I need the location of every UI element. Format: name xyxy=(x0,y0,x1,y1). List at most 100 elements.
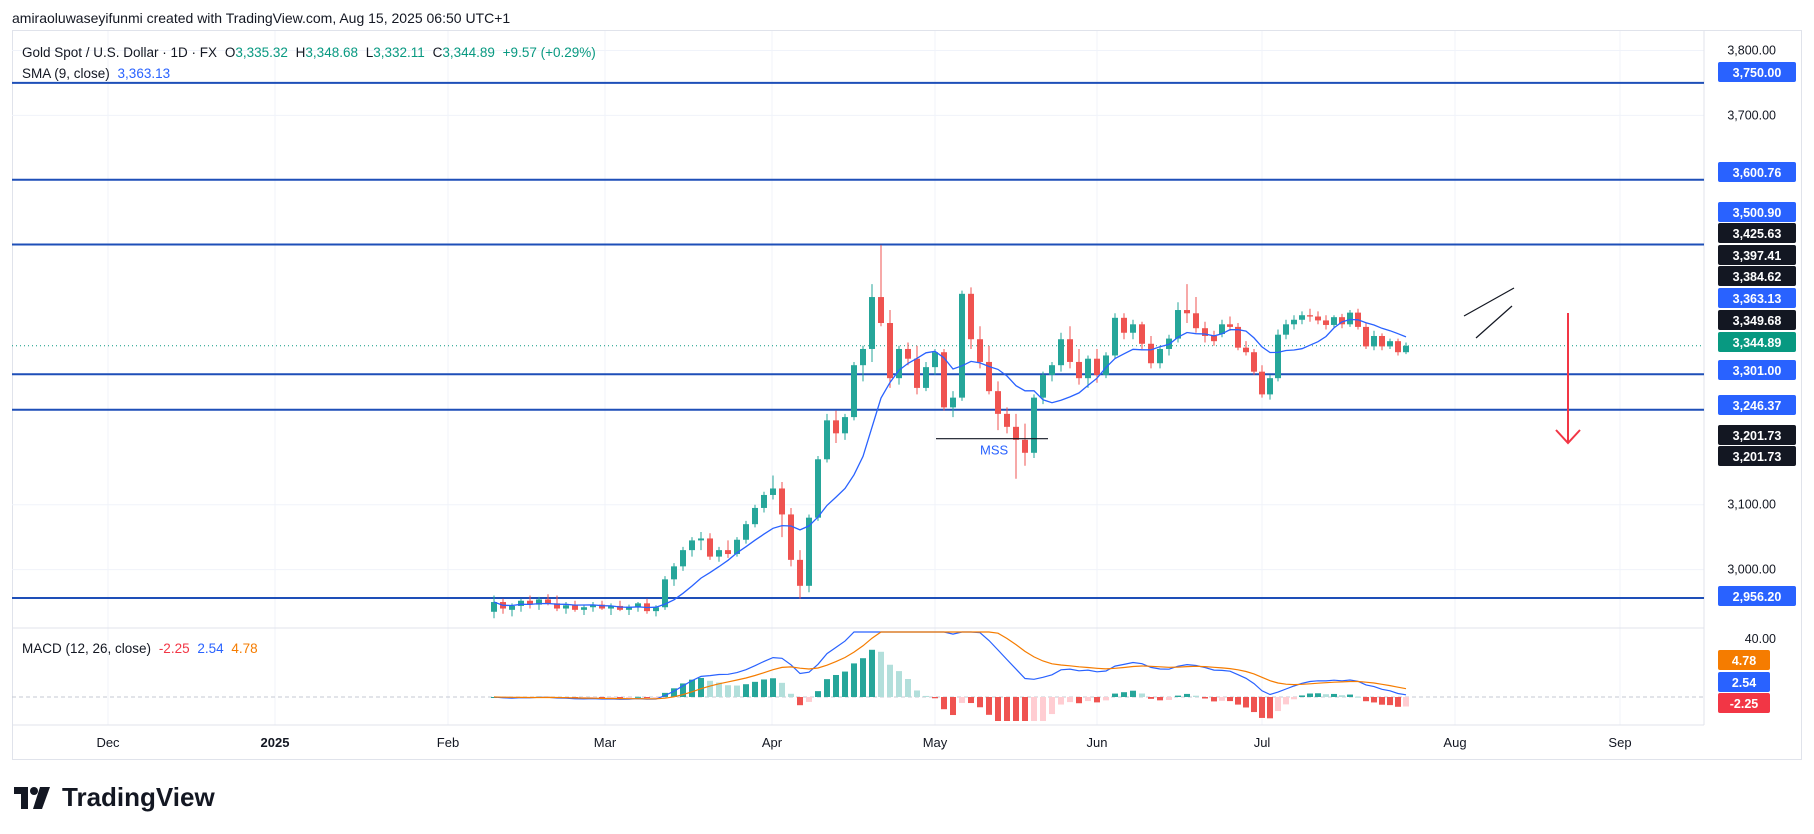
candle-body xyxy=(635,603,641,607)
candle-body xyxy=(1211,335,1217,342)
price-tag-bg xyxy=(1718,586,1796,606)
time-tick-label: Aug xyxy=(1443,735,1466,750)
macd-histogram-bar xyxy=(779,682,785,697)
macd-histogram-bar xyxy=(1243,697,1249,708)
candle-body xyxy=(698,538,704,541)
macd-signal-line xyxy=(493,631,1407,700)
candle-body xyxy=(797,559,803,586)
forecast-arrow-head xyxy=(1555,429,1581,445)
price-tag-bg xyxy=(1718,288,1796,308)
macd-histogram-bar xyxy=(1259,697,1265,718)
chart-credit: amiraoluwaseyifunmi created with Trading… xyxy=(12,10,511,26)
macd-histogram-bar xyxy=(1202,697,1208,699)
macd-histogram-bar xyxy=(1283,697,1289,705)
tradingview-logo[interactable]: TradingView xyxy=(14,782,215,813)
time-tick-label: Jun xyxy=(1087,735,1108,750)
candle-body xyxy=(671,566,677,580)
macd-histogram-bar xyxy=(1403,697,1409,707)
price-tag-label: 2,956.20 xyxy=(1733,590,1782,604)
candle-body xyxy=(932,352,938,368)
macd-histogram-bar xyxy=(1004,697,1010,721)
macd-tick-label: 40.00 xyxy=(1745,632,1776,646)
price-tag-label: 3,301.00 xyxy=(1733,364,1782,378)
high-label: H xyxy=(295,45,306,60)
candle-body xyxy=(869,297,875,349)
macd-histogram-bar xyxy=(653,697,659,698)
candle-body xyxy=(599,604,605,609)
candle-body xyxy=(842,417,848,434)
candle-body xyxy=(1157,348,1163,364)
time-tick-label: Feb xyxy=(437,735,459,750)
macd-histogram-bar xyxy=(797,697,803,706)
macd-histogram-bar xyxy=(905,679,911,697)
macd-histogram-bar xyxy=(671,688,677,697)
candle-body xyxy=(716,550,722,557)
time-tick-label: Sep xyxy=(1608,735,1631,750)
candle-body xyxy=(689,540,695,551)
time-tick-label: Dec xyxy=(96,735,120,750)
candle-body xyxy=(824,420,830,460)
candle-body xyxy=(941,352,947,408)
sma-value: 3,363.13 xyxy=(117,66,171,81)
macd-histogram-bar xyxy=(599,697,605,698)
tradingview-wordmark: TradingView xyxy=(62,782,215,812)
macd-histogram-bar xyxy=(1040,697,1046,721)
macd-histogram-bar xyxy=(1076,697,1082,704)
candle-body xyxy=(806,517,812,586)
price-tag-bg xyxy=(1718,332,1796,352)
macd-histogram-bar xyxy=(860,658,866,697)
macd-histogram-bar xyxy=(770,678,776,697)
candle-body xyxy=(1130,324,1136,333)
macd-histogram-bar xyxy=(1112,693,1118,697)
candle-body xyxy=(617,605,623,610)
candle-body xyxy=(1022,439,1028,453)
candle-body xyxy=(1339,317,1345,325)
macd-histogram-bar xyxy=(1275,697,1281,712)
time-tick-label: Jul xyxy=(1254,735,1271,750)
macd-histogram-bar xyxy=(617,697,623,698)
candle-body xyxy=(770,488,776,495)
open-label: O xyxy=(224,45,236,60)
price-tag-label: 3,344.89 xyxy=(1733,336,1782,350)
time-tick-label: Apr xyxy=(762,735,783,750)
candle-body xyxy=(986,361,992,392)
candle-body xyxy=(1184,310,1190,314)
macd-histogram-bar xyxy=(914,690,920,697)
macd-histogram-bar xyxy=(644,697,650,698)
candle-body xyxy=(1347,312,1353,325)
macd-histogram-bar xyxy=(923,695,929,697)
candle-body xyxy=(491,602,497,612)
macd-histogram-bar xyxy=(1193,695,1199,697)
candle-body xyxy=(653,607,659,612)
macd-histogram-bar xyxy=(1299,695,1305,697)
price-tag-label: 3,201.73 xyxy=(1733,450,1782,464)
macd-histogram-bar xyxy=(833,674,839,697)
change-value: +9.57 (+0.29%) xyxy=(502,45,596,60)
candle-body xyxy=(725,550,731,555)
candle-body xyxy=(959,293,965,398)
candle-body xyxy=(1307,315,1313,317)
macd-histogram-bar xyxy=(725,685,731,697)
candle-body xyxy=(734,539,740,555)
macd-tag-bg xyxy=(1718,650,1770,670)
close-label: C xyxy=(432,45,443,60)
macd-histogram-bar xyxy=(734,685,740,697)
price-tag-bg xyxy=(1718,223,1796,243)
macd-histogram-bar xyxy=(608,697,614,698)
macd-histogram-bar xyxy=(1291,697,1297,700)
candle-body xyxy=(1379,335,1385,347)
macd-histogram-bar xyxy=(1331,693,1337,697)
candle-body xyxy=(1148,343,1154,364)
candle-body xyxy=(1013,426,1019,440)
candle-body xyxy=(1387,341,1393,347)
sma-line xyxy=(493,318,1407,609)
macd-histogram-bar xyxy=(1103,697,1109,701)
macd-histogram-bar xyxy=(707,680,713,697)
candle-body xyxy=(995,391,1001,414)
candle-body xyxy=(887,323,893,379)
macd-histogram-bar xyxy=(1315,693,1321,697)
macd-histogram-bar xyxy=(896,671,902,697)
macd-histogram-bar xyxy=(977,697,983,708)
price-tag-label: 3,349.68 xyxy=(1733,314,1782,328)
